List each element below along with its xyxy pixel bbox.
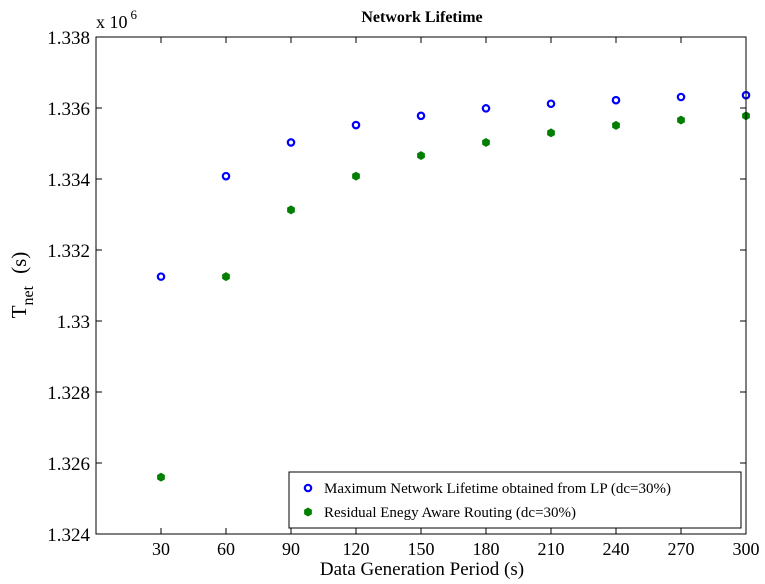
data-marks	[156, 90, 751, 482]
y-axis-label: Tnet (s)	[7, 252, 37, 319]
y-tick-label: 1.324	[47, 525, 90, 546]
lp-point	[546, 99, 556, 109]
legend-marker-lp-symbol	[303, 483, 313, 493]
y-tick-label: 1.328	[47, 383, 90, 404]
residual-point	[352, 171, 360, 181]
lp-point	[156, 272, 166, 281]
legend-marker-residual	[304, 507, 312, 517]
legend-label-residual: Residual Enegy Aware Routing (dc=30%)	[324, 505, 576, 521]
legend: Maximum Network Lifetime obtained from L…	[288, 471, 742, 529]
legend-box	[288, 471, 742, 529]
residual-point	[157, 472, 165, 482]
lp-point	[416, 111, 426, 121]
lp-point	[221, 171, 231, 181]
x-tick-label: 90	[282, 539, 300, 559]
y-exponent-prefix: x 10	[96, 12, 128, 32]
lp-point	[286, 138, 296, 147]
y-tick-label: 1.326	[47, 454, 90, 475]
y-exponent-power: 6	[131, 7, 138, 22]
y-axis-label-sub: net	[20, 285, 37, 305]
y-tick-label: 1.338	[47, 28, 90, 49]
lp-point	[611, 95, 621, 105]
y-tick-labels: 1.324 1.326 1.328 1.33 1.332 1.334 1.336 1.338	[47, 28, 90, 546]
x-tick-label: 270	[668, 539, 695, 559]
legend-marker-residual-symbol	[304, 507, 312, 517]
x-tick-label: 150	[408, 539, 435, 559]
y-tick-label: 1.336	[47, 99, 90, 120]
residual-point	[222, 272, 230, 282]
x-tick-label: 120	[343, 539, 370, 559]
y-axis-label-unit: (s)	[7, 252, 31, 274]
lp-point	[481, 104, 491, 113]
x-tick-label: 180	[473, 539, 500, 559]
x-tick-label: 210	[538, 539, 565, 559]
y-exponent: x 10 6	[96, 7, 138, 32]
x-tick-label: 240	[603, 539, 630, 559]
x-tick-labels: 30 60 90 120 150 180 210 240 270 300	[152, 539, 760, 559]
legend-marker-lp	[303, 483, 313, 493]
residual-point	[482, 137, 490, 147]
residual-point	[547, 128, 555, 138]
x-tick-label: 30	[152, 539, 170, 559]
x-tick-label: 60	[217, 539, 235, 559]
y-tick-label: 1.334	[47, 170, 90, 191]
x-tick-label: 300	[733, 539, 760, 559]
residual-point	[417, 151, 425, 161]
lp-point	[351, 120, 361, 130]
residual-point	[612, 120, 620, 130]
residual-point	[677, 115, 685, 125]
y-tick-label: 1.33	[57, 312, 90, 333]
x-axis-label: Data Generation Period (s)	[320, 559, 524, 580]
legend-label-lp: Maximum Network Lifetime obtained from L…	[324, 481, 671, 497]
y-tick-label: 1.332	[47, 241, 90, 262]
lp-point	[676, 92, 686, 102]
y-axis-label-main: T	[7, 305, 31, 318]
plot-frame	[95, 36, 747, 535]
chart-title: Network Lifetime	[361, 9, 482, 26]
residual-point	[287, 205, 295, 215]
